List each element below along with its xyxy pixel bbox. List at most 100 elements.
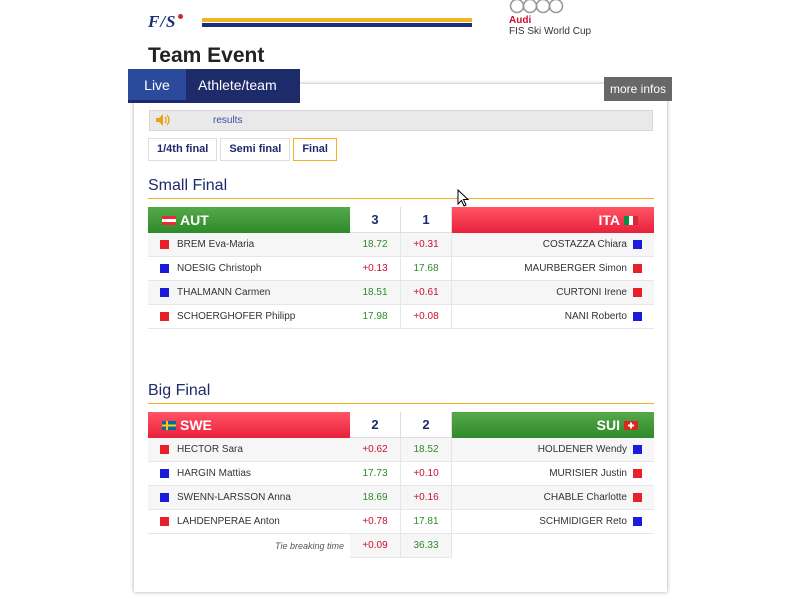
tab-quarter-final[interactable]: 1/4th final [148,138,218,161]
score-right: 2 [401,412,452,438]
round-tabs: 1/4th final Semi final Final [148,138,340,161]
athlete-name: CURTONI Irene [556,287,627,298]
course-marker-icon [633,517,642,526]
big-final-header: SWE 2 2 SUI [148,412,654,438]
right-athlete[interactable]: MAURBERGER Simon [452,257,654,280]
left-time: 18.72 [350,233,401,256]
right-athlete[interactable]: HOLDENER Wendy [452,438,654,461]
tab-semi-final[interactable]: Semi final [220,138,291,161]
left-time: 17.73 [350,462,401,485]
athlete-name: COSTAZZA Chiara [542,239,627,250]
right-time: 18.52 [401,438,452,461]
course-marker-icon [160,469,169,478]
fis-logo: F/S [148,12,177,31]
course-marker-icon [160,493,169,502]
score-left: 3 [350,207,401,233]
left-time: 17.98 [350,305,401,328]
right-time: +0.31 [401,233,452,256]
course-marker-icon [633,493,642,502]
team-code: SUI [596,417,620,433]
more-infos-button[interactable]: more infos [604,77,672,101]
audi-name: Audi [509,15,532,26]
team-code: SWE [180,417,212,433]
sweden-flag-icon [162,420,176,430]
athlete-name: LAHDENPERAE Anton [177,516,280,527]
left-athlete[interactable]: NOESIG Christoph [148,257,350,280]
right-athlete[interactable]: MURISIER Justin [452,462,654,485]
athlete-name: SCHMIDIGER Reto [539,516,627,527]
left-athlete[interactable]: SCHOERGHOFER Philipp [148,305,350,328]
athlete-name: HECTOR Sara [177,444,243,455]
left-time: +0.78 [350,510,401,533]
team-aut: AUT [148,207,350,233]
mouse-cursor-icon [457,189,469,207]
header-stripe-blue [202,23,472,27]
tab-athlete-team[interactable]: Athlete/team [198,77,277,93]
small-final-header: AUT 3 1 ITA [148,207,654,233]
left-athlete[interactable]: BREM Eva-Maria [148,233,350,256]
table-row: SWENN-LARSSON Anna 18.69 +0.16 CHABLE Charl… [148,486,654,510]
course-marker-icon [160,517,169,526]
right-athlete[interactable]: COSTAZZA Chiara [452,233,654,256]
table-row: LAHDENPERAE Anton +0.78 17.81 SCHMIDIGER Re… [148,510,654,534]
table-row: THALMANN Carmen 18.51 +0.61 CURTONI Irene [148,281,654,305]
left-athlete[interactable]: HARGIN Mattias [148,462,350,485]
audi-rings-icon [509,0,564,14]
results-link[interactable]: results [213,115,243,126]
left-time: +0.13 [350,257,401,280]
page-title: Team Event [148,44,265,67]
tab-final[interactable]: Final [293,138,337,161]
athlete-name: SWENN-LARSSON Anna [177,492,291,503]
results-bar [149,110,653,131]
course-marker-icon [633,469,642,478]
big-final-table: SWE 2 2 SUI HECTOR Sara +0.62 18.52 HOLDENE… [148,412,654,558]
right-time: +0.08 [401,305,452,328]
small-final-table: AUT 3 1 ITA BREM Eva-Maria 18.72 +0.31 COST… [148,207,654,329]
course-marker-icon [160,312,169,321]
austria-flag-icon [162,215,176,225]
athlete-name: NOESIG Christoph [177,263,262,274]
right-athlete[interactable]: CURTONI Irene [452,281,654,304]
left-athlete[interactable]: LAHDENPERAE Anton [148,510,350,533]
tab-live[interactable]: Live [128,69,186,103]
team-code: ITA [598,212,620,228]
score-left: 2 [350,412,401,438]
left-time: 18.51 [350,281,401,304]
athlete-name: HOLDENER Wendy [537,444,627,455]
tie-break-left-value: +0.09 [350,534,401,558]
athlete-name: BREM Eva-Maria [177,239,255,250]
athlete-name: HARGIN Mattias [177,468,251,479]
left-athlete[interactable]: HECTOR Sara [148,438,350,461]
section-divider [148,198,654,199]
left-time: 18.69 [350,486,401,509]
right-athlete[interactable]: CHABLE Charlotte [452,486,654,509]
left-time: +0.62 [350,438,401,461]
table-row: HECTOR Sara +0.62 18.52 HOLDENER Wendy [148,438,654,462]
tie-break-row: Tie breaking time +0.09 36.33 [148,534,654,558]
right-time: +0.16 [401,486,452,509]
course-marker-icon [633,240,642,249]
team-code: AUT [180,212,209,228]
left-athlete[interactable]: SWENN-LARSSON Anna [148,486,350,509]
small-final-title: Small Final [148,177,228,194]
athlete-name: MAURBERGER Simon [524,263,627,274]
course-marker-icon [160,445,169,454]
audi-subtitle: FIS Ski World Cup [509,26,592,37]
speaker-icon[interactable] [155,113,171,127]
course-marker-icon [160,288,169,297]
right-time: 17.81 [401,510,452,533]
tie-break-right-value: 36.33 [401,534,452,558]
right-athlete[interactable]: SCHMIDIGER Reto [452,510,654,533]
table-row: NOESIG Christoph +0.13 17.68 MAURBERGER Sim… [148,257,654,281]
table-row: SCHOERGHOFER Philipp 17.98 +0.08 NANI Rober… [148,305,654,329]
course-marker-icon [633,288,642,297]
team-ita: ITA [452,207,654,233]
right-athlete[interactable]: NANI Roberto [452,305,654,328]
italy-flag-icon [624,215,638,225]
left-athlete[interactable]: THALMANN Carmen [148,281,350,304]
header-stripe-yellow [202,18,472,22]
course-marker-icon [160,264,169,273]
right-time: 17.68 [401,257,452,280]
course-marker-icon [160,240,169,249]
athlete-name: NANI Roberto [564,311,627,322]
